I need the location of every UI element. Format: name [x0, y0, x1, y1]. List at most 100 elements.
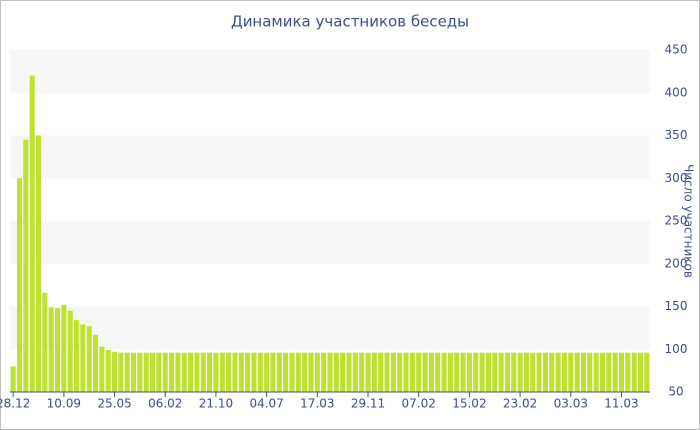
bar	[175, 352, 181, 392]
bar	[118, 352, 124, 392]
bar	[618, 352, 625, 392]
x-tick-label: 11.03	[604, 397, 638, 411]
bar	[270, 352, 276, 392]
bar	[23, 139, 29, 392]
bar	[580, 352, 586, 392]
bar	[498, 352, 504, 392]
bar	[308, 352, 314, 392]
bar	[466, 352, 472, 392]
bar	[397, 352, 403, 392]
bar	[631, 352, 637, 392]
bar	[441, 352, 447, 392]
y-tick-label: 200	[665, 256, 688, 270]
grid-band	[10, 221, 650, 264]
bar	[378, 352, 384, 392]
bar	[454, 352, 460, 392]
x-tick-label: 25.05	[97, 397, 131, 411]
bar	[365, 352, 371, 392]
bar	[67, 310, 73, 392]
bar	[371, 352, 377, 392]
bar	[536, 352, 542, 392]
grid-band	[10, 135, 650, 179]
x-tick-label: 23.02	[503, 397, 537, 411]
x-tick-label: 28.12	[0, 397, 30, 411]
bar	[194, 352, 200, 392]
bar	[530, 352, 536, 392]
bar	[479, 352, 485, 392]
bar	[219, 352, 225, 392]
bar	[333, 352, 339, 392]
bar	[283, 352, 289, 392]
bar	[435, 352, 441, 392]
y-tick-label: 350	[665, 128, 688, 142]
bar	[359, 352, 365, 392]
bar	[523, 352, 529, 392]
bar	[460, 352, 466, 392]
bar	[48, 307, 54, 392]
bar	[54, 308, 61, 392]
x-tick-label: 04.07	[249, 397, 283, 411]
y-tick-label: 150	[665, 299, 688, 313]
bar	[257, 352, 263, 392]
chart-title: Динамика участников беседы	[231, 13, 469, 31]
bar	[105, 350, 111, 392]
bar	[561, 352, 567, 392]
bar	[162, 352, 168, 392]
bar	[200, 352, 206, 392]
bar	[314, 352, 320, 392]
bar	[447, 352, 453, 392]
y-axis-title: Число участников	[682, 164, 696, 278]
bar	[606, 352, 612, 392]
bar	[112, 351, 118, 392]
x-tick-label: 17.03	[300, 397, 334, 411]
bar	[612, 352, 618, 392]
bar	[574, 352, 580, 392]
bar	[517, 352, 523, 392]
bar	[403, 352, 409, 392]
bar	[295, 352, 301, 392]
bar	[29, 75, 35, 393]
bar	[74, 320, 80, 392]
bar	[428, 352, 434, 392]
bar	[169, 352, 175, 392]
bar	[511, 352, 517, 392]
bar	[238, 352, 244, 392]
y-tick-label: 400	[665, 85, 688, 99]
bar	[568, 352, 574, 392]
bar	[327, 352, 333, 392]
bar	[251, 352, 257, 392]
bar	[207, 352, 213, 392]
bar	[302, 352, 308, 392]
bar	[10, 366, 16, 392]
bar	[99, 346, 105, 392]
x-tick-label: 10.09	[47, 397, 81, 411]
bar	[637, 352, 644, 392]
bar	[245, 352, 251, 392]
bar	[232, 352, 238, 392]
bar	[16, 178, 23, 392]
bar	[625, 352, 631, 392]
bar	[587, 352, 593, 392]
bar	[276, 352, 282, 392]
bar	[492, 352, 498, 392]
bar	[422, 352, 428, 392]
y-tick-label: 100	[665, 342, 688, 356]
bar	[416, 352, 422, 392]
y-tick-label: 450	[665, 43, 688, 57]
bar	[150, 352, 156, 392]
y-tick-label: 250	[665, 214, 688, 228]
bar	[352, 352, 358, 392]
bar	[644, 352, 650, 392]
bar	[226, 352, 232, 392]
bar	[213, 352, 219, 392]
bar	[340, 352, 346, 392]
bar	[86, 326, 92, 392]
bar	[156, 352, 162, 392]
x-tick-label: 06.02	[148, 397, 182, 411]
bar	[473, 352, 479, 392]
bar	[384, 352, 390, 392]
bar	[549, 352, 555, 392]
bar	[593, 352, 599, 392]
bar	[61, 304, 67, 392]
